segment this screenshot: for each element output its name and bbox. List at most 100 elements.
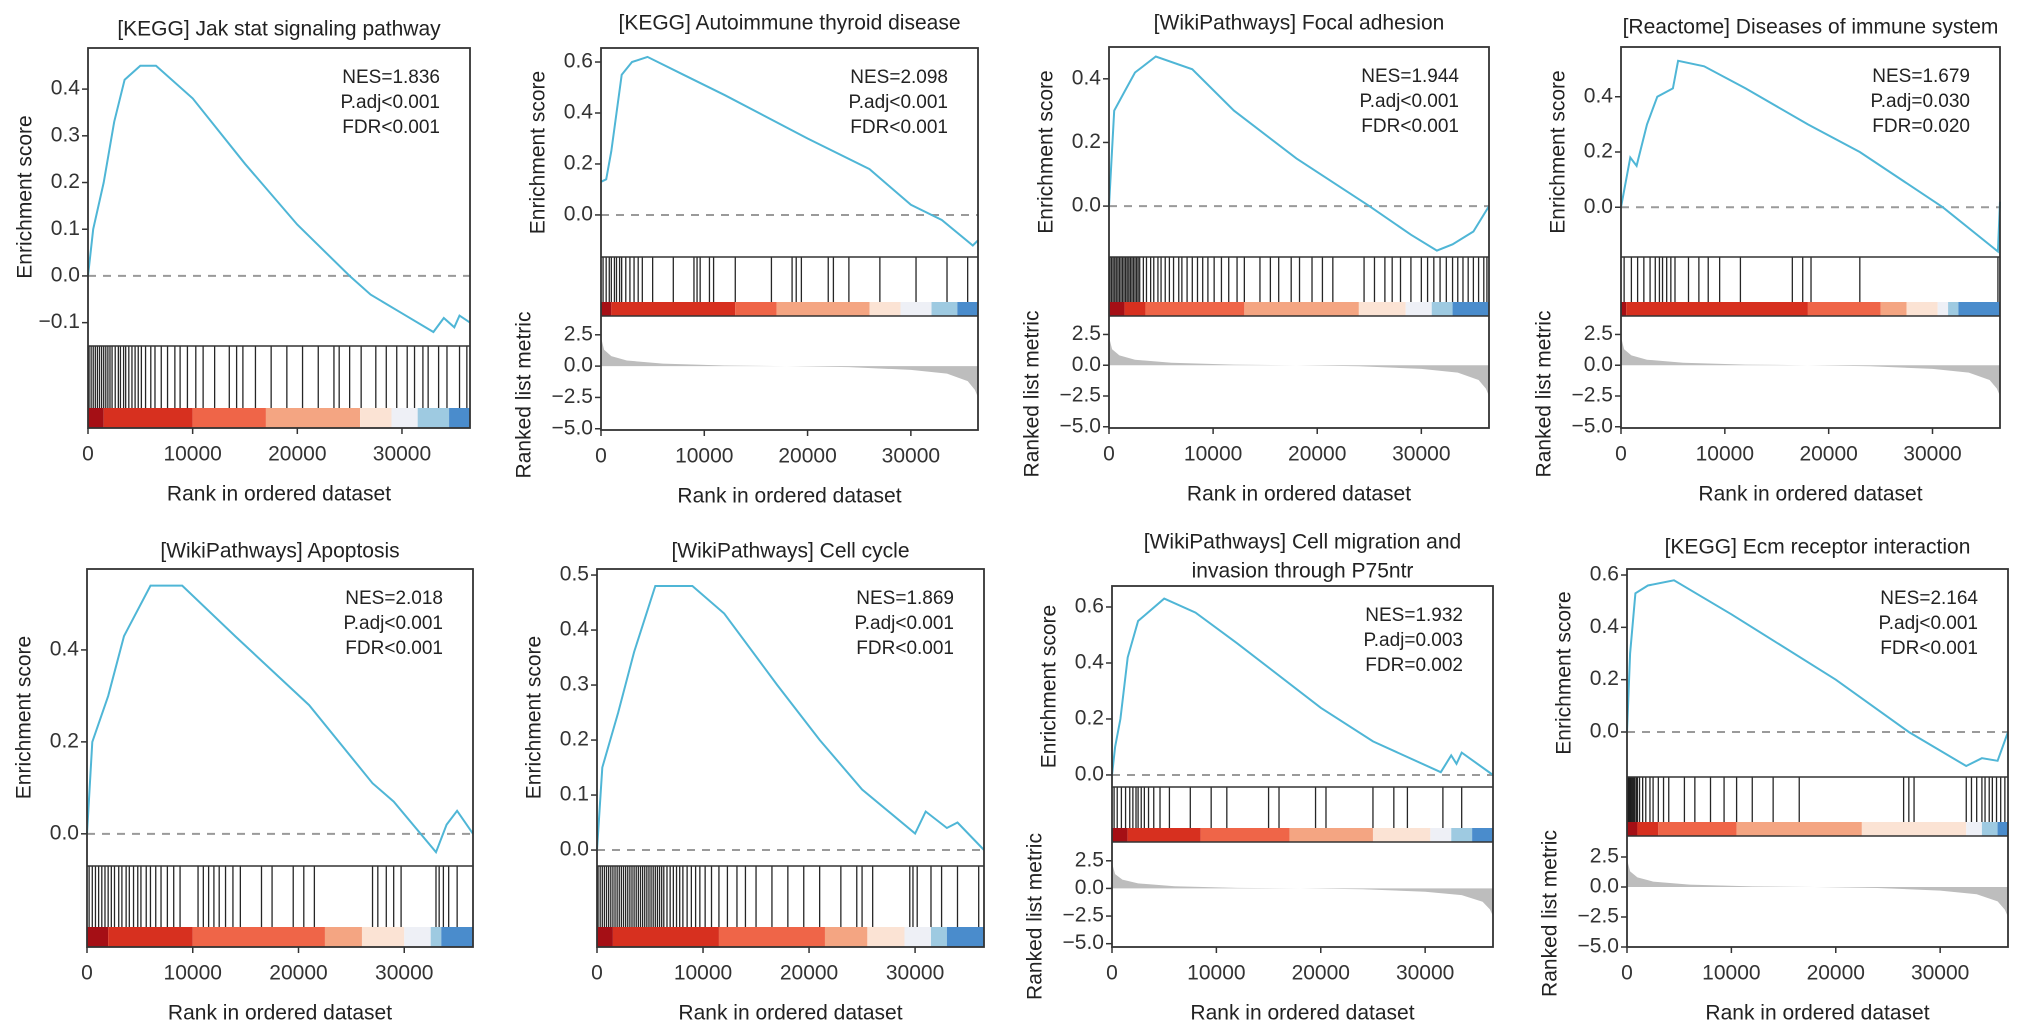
panel-title: [Reactome] Diseases of immune system bbox=[1623, 16, 1999, 39]
es-axis-label: Enrichment score bbox=[1553, 591, 1576, 754]
enrichment-score-line bbox=[1111, 597, 1494, 776]
metric-y-tick-label: −5.0 bbox=[1578, 935, 1619, 958]
es-y-tick-label: 0.4 bbox=[560, 618, 590, 641]
es-axis-label: Enrichment score bbox=[13, 636, 36, 799]
colorbar-segment bbox=[1981, 822, 1998, 836]
stat-label: FDR=0.002 bbox=[1365, 655, 1463, 676]
metric-y-tick-label: −2.5 bbox=[552, 385, 593, 408]
metric-y-tick-label: 0.0 bbox=[1584, 353, 1613, 376]
x-tick-label: 30000 bbox=[373, 443, 431, 466]
es-axis-label: Enrichment score bbox=[14, 115, 37, 278]
metric-axis-label: Ranked list metric bbox=[1021, 311, 1044, 478]
metric-axis-label: Ranked list metric bbox=[1024, 833, 1047, 1000]
colorbar-segment bbox=[1289, 828, 1373, 842]
metric-axis-label: Ranked list metric bbox=[1533, 311, 1556, 478]
metric-y-tick-label: 2.5 bbox=[1584, 322, 1613, 345]
metric-y-tick-label: −5.0 bbox=[1572, 414, 1613, 437]
x-tick-label: 30000 bbox=[375, 962, 433, 985]
colorbar-segment bbox=[735, 302, 777, 316]
colorbar-segment bbox=[417, 408, 450, 428]
es-y-tick-label: 0.0 bbox=[1584, 195, 1613, 218]
x-tick-label: 0 bbox=[81, 962, 93, 985]
stat-label: P.adj<0.001 bbox=[1879, 613, 1979, 634]
es-y-tick-label: 0.2 bbox=[50, 729, 79, 752]
panel-title: [WikiPathways] Focal adhesion bbox=[1154, 12, 1445, 35]
es-y-tick-label: 0.4 bbox=[1075, 651, 1105, 674]
x-tick-label: 30000 bbox=[1903, 443, 1961, 466]
x-tick-label: 10000 bbox=[675, 445, 733, 468]
es-y-tick-label: 0.6 bbox=[564, 50, 593, 73]
colorbar-segment bbox=[1127, 828, 1201, 842]
colorbar-segment bbox=[265, 408, 361, 428]
enrichment-score-line bbox=[600, 55, 979, 247]
es-y-tick-label: 0.2 bbox=[1590, 667, 1619, 690]
colorbar-segment bbox=[904, 927, 931, 947]
colorbar-segment bbox=[391, 408, 418, 428]
metric-y-tick-label: 2.5 bbox=[1072, 322, 1101, 345]
panel-title: invasion through P75ntr bbox=[1192, 560, 1414, 583]
panel-title: [WikiPathways] Cell migration and bbox=[1144, 531, 1461, 554]
colorbar-segment bbox=[946, 927, 984, 947]
colorbar-segment bbox=[1109, 302, 1125, 316]
colorbar-segment bbox=[1861, 822, 1967, 836]
x-axis-label: Rank in ordered dataset bbox=[1190, 1002, 1414, 1025]
es-y-tick-label: 0.4 bbox=[1584, 84, 1614, 107]
metric-y-tick-label: −5.0 bbox=[552, 416, 593, 439]
es-y-tick-label: 0.4 bbox=[51, 77, 81, 100]
x-tick-label: 20000 bbox=[1799, 443, 1857, 466]
gsea-panel: [KEGG] Ecm receptor interaction NES=2.164… bbox=[1539, 536, 2009, 1025]
gsea-panel: [WikiPathways] Cell cycle NES=1.869 P.adj<… bbox=[523, 540, 985, 1025]
es-y-tick-label: 0.0 bbox=[560, 838, 589, 861]
stat-label: P.adj<0.001 bbox=[341, 92, 441, 113]
colorbar-segment bbox=[824, 927, 868, 947]
panel-title: [KEGG] Autoimmune thyroid disease bbox=[619, 12, 961, 35]
es-y-tick-label: 0.0 bbox=[1075, 763, 1104, 786]
colorbar-segment bbox=[1430, 828, 1452, 842]
stat-label: FDR<0.001 bbox=[850, 117, 948, 138]
colorbar-segment bbox=[1358, 302, 1406, 316]
x-tick-label: 20000 bbox=[780, 962, 838, 985]
colorbar-segment bbox=[1200, 828, 1290, 842]
x-tick-label: 20000 bbox=[269, 962, 327, 985]
x-axis-label: Rank in ordered dataset bbox=[677, 485, 901, 508]
stat-label: NES=2.098 bbox=[850, 67, 948, 88]
x-axis-label: Rank in ordered dataset bbox=[678, 1002, 902, 1025]
metric-y-tick-label: −5.0 bbox=[1063, 931, 1104, 954]
x-axis-label: Rank in ordered dataset bbox=[1705, 1002, 1929, 1025]
colorbar-segment bbox=[361, 927, 405, 947]
es-y-tick-label: 0.0 bbox=[50, 821, 79, 844]
metric-y-tick-label: 2.5 bbox=[564, 322, 593, 345]
panel-title: [KEGG] Ecm receptor interaction bbox=[1665, 536, 1971, 559]
plot-frame bbox=[1620, 46, 2001, 429]
panel-title: [WikiPathways] Cell cycle bbox=[671, 540, 909, 563]
es-axis-label: Enrichment score bbox=[1038, 605, 1061, 768]
colorbar-segment bbox=[1807, 302, 1881, 316]
colorbar-segment bbox=[441, 927, 473, 947]
plot-frame bbox=[1108, 46, 1490, 429]
x-tick-label: 30000 bbox=[1396, 962, 1454, 985]
es-axis-label: Enrichment score bbox=[1035, 70, 1058, 233]
metric-y-tick-label: −2.5 bbox=[1572, 384, 1613, 407]
x-tick-label: 10000 bbox=[1702, 962, 1760, 985]
stat-label: NES=1.932 bbox=[1365, 605, 1463, 626]
es-y-tick-label: 0.0 bbox=[1590, 720, 1619, 743]
x-tick-label: 0 bbox=[1106, 962, 1118, 985]
colorbar-segment bbox=[1658, 822, 1737, 836]
stat-label: NES=1.944 bbox=[1361, 66, 1459, 87]
colorbar-segment bbox=[1736, 822, 1862, 836]
colorbar-segment bbox=[776, 302, 870, 316]
colorbar-segment bbox=[1880, 302, 1907, 316]
colorbar-segment bbox=[1637, 822, 1659, 836]
colorbar-segment bbox=[88, 408, 104, 428]
gsea-panel: [Reactome] Diseases of immune system NES=… bbox=[1533, 16, 2001, 506]
x-axis-label: Rank in ordered dataset bbox=[1698, 483, 1922, 506]
gsea-panel: [WikiPathways] Apoptosis NES=2.018 P.adj<0… bbox=[13, 540, 474, 1025]
es-y-tick-label: 0.2 bbox=[564, 152, 593, 175]
es-y-tick-label: 0.4 bbox=[564, 101, 594, 124]
es-y-tick-label: 0.4 bbox=[1590, 615, 1620, 638]
x-axis-label: Rank in ordered dataset bbox=[168, 1002, 392, 1025]
es-y-tick-label: 0.6 bbox=[1075, 595, 1104, 618]
es-y-tick-label: 0.2 bbox=[1075, 707, 1104, 730]
ranked-metric-area bbox=[1621, 336, 2000, 396]
